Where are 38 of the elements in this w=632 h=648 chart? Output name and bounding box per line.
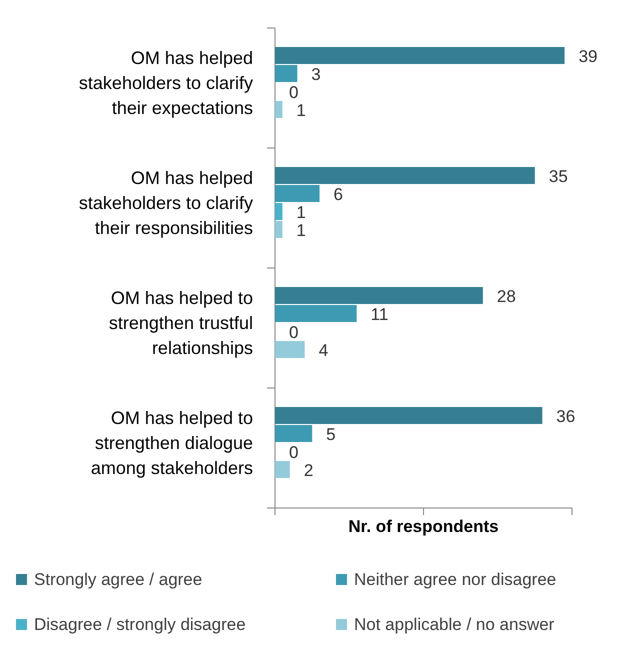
legend-label: Disagree / strongly disagree <box>34 615 246 634</box>
bar <box>275 167 535 184</box>
data-label: 28 <box>496 287 516 306</box>
bar <box>275 425 312 442</box>
data-label: 3 <box>311 65 321 84</box>
bar <box>275 203 282 220</box>
y-tick-label: OM has helped stakeholders to clarify their responsibilities <box>78 168 253 238</box>
bar <box>275 461 290 478</box>
data-label: 0 <box>289 323 298 342</box>
bar <box>275 101 282 118</box>
data-label: 2 <box>304 461 314 480</box>
data-label: 36 <box>556 407 576 426</box>
y-tick-label: OM has helped to strengthen trustful relationships <box>108 288 253 358</box>
y-tick-label: OM has helped to strengthen dialogue among stakeholders <box>90 408 253 478</box>
y-tick-label: OM has helped stakeholders to clarify their expectations <box>78 48 253 118</box>
bar <box>275 287 483 304</box>
data-label: 4 <box>318 341 328 360</box>
bar <box>275 65 298 82</box>
legend-label: Neither agree nor disagree <box>354 570 556 589</box>
bar <box>275 185 320 202</box>
data-label: 6 <box>334 185 344 204</box>
legend-label: Not applicable / no answer <box>354 615 555 634</box>
legend-label: Strongly agree / agree <box>34 570 202 589</box>
data-label: 0 <box>289 443 298 462</box>
data-label: 1 <box>296 101 306 120</box>
data-label: 1 <box>296 203 306 222</box>
bar <box>275 341 305 358</box>
bar <box>275 305 357 322</box>
data-label: 35 <box>548 167 568 186</box>
x-axis-title: Nr. of respondents <box>348 517 499 536</box>
data-label: 11 <box>370 305 388 324</box>
bar <box>275 407 542 424</box>
data-label: 39 <box>578 47 598 66</box>
data-label: 0 <box>289 83 298 102</box>
data-label: 5 <box>326 425 336 444</box>
data-label: 1 <box>296 221 306 240</box>
bar <box>275 221 282 238</box>
bar <box>275 47 565 64</box>
